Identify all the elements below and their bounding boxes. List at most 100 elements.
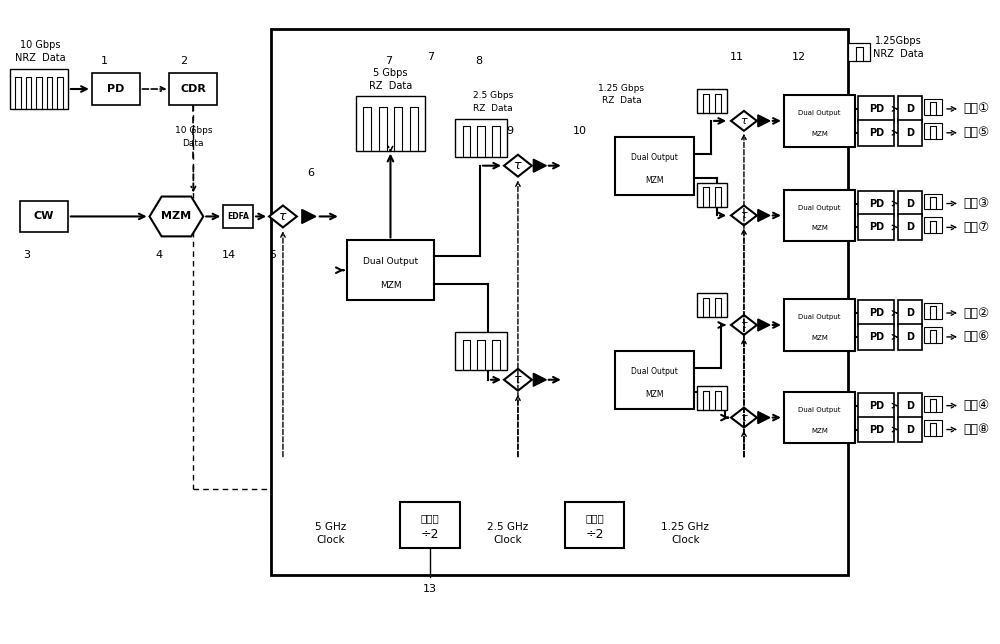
Bar (898, 324, 922, 350)
Bar (848, 43, 870, 61)
Text: ÷2: ÷2 (585, 527, 604, 540)
Text: $\tau$: $\tau$ (740, 116, 748, 126)
Polygon shape (758, 209, 770, 222)
Text: 10 Gbps: 10 Gbps (175, 126, 212, 135)
Bar (400, 502, 460, 548)
Text: Dual Output: Dual Output (631, 153, 678, 162)
Text: MZM: MZM (811, 428, 828, 433)
Text: Dual Output: Dual Output (798, 314, 841, 320)
Polygon shape (758, 319, 770, 331)
Bar (858, 393, 894, 419)
Text: 13: 13 (423, 584, 437, 594)
Bar (924, 395, 942, 412)
Bar (898, 214, 922, 240)
Text: PD: PD (869, 332, 884, 342)
Text: CW: CW (34, 211, 54, 222)
Text: 1.25 GHz: 1.25 GHz (661, 522, 709, 532)
Text: 5 GHz: 5 GHz (315, 522, 346, 532)
Bar (858, 300, 894, 326)
Text: Dual Output: Dual Output (798, 407, 841, 413)
Text: Dual Output: Dual Output (798, 205, 841, 211)
Text: 分频器: 分频器 (421, 513, 440, 523)
Text: 3: 3 (24, 251, 31, 260)
Text: 7: 7 (427, 52, 434, 62)
Bar (898, 191, 922, 216)
Bar (565, 502, 624, 548)
Bar (924, 218, 942, 233)
Text: $\tau$: $\tau$ (513, 159, 523, 172)
Text: PD: PD (869, 198, 884, 209)
Text: 7: 7 (385, 56, 392, 66)
Text: 信道⑦: 信道⑦ (964, 221, 990, 234)
Text: 6: 6 (307, 167, 314, 178)
Text: PD: PD (869, 308, 884, 318)
Polygon shape (731, 315, 757, 335)
Text: 信道⑤: 信道⑤ (964, 126, 990, 139)
Text: MZM: MZM (645, 176, 664, 185)
Text: Dual Output: Dual Output (798, 110, 841, 116)
Text: 12: 12 (792, 52, 806, 62)
Bar (20, 200, 68, 232)
Bar (223, 205, 253, 229)
Text: PD: PD (869, 401, 884, 411)
Text: 4: 4 (156, 251, 163, 260)
Text: PD: PD (869, 104, 884, 114)
Text: 信道⑧: 信道⑧ (964, 423, 990, 436)
Text: EDFA: EDFA (227, 212, 249, 221)
Polygon shape (731, 111, 757, 131)
Text: 信道④: 信道④ (964, 399, 990, 412)
Text: $\tau$: $\tau$ (740, 413, 748, 422)
Bar (615, 351, 694, 409)
Text: $\tau$: $\tau$ (740, 320, 748, 330)
Text: 2.5 GHz: 2.5 GHz (487, 522, 529, 532)
Bar (784, 299, 855, 351)
Polygon shape (150, 196, 203, 236)
Text: RZ  Data: RZ Data (602, 97, 641, 106)
Text: Clock: Clock (316, 535, 345, 545)
Text: PD: PD (869, 128, 884, 138)
Bar (898, 96, 922, 122)
Bar (697, 183, 727, 207)
Text: 9: 9 (506, 126, 514, 136)
Bar (924, 99, 942, 115)
Text: 信道①: 信道① (964, 102, 990, 115)
Bar (924, 327, 942, 343)
Polygon shape (533, 374, 546, 386)
Text: PD: PD (869, 424, 884, 435)
Text: NRZ  Data: NRZ Data (15, 53, 65, 63)
Text: 信道②: 信道② (964, 307, 990, 319)
Text: 10 Gbps: 10 Gbps (20, 40, 60, 50)
Bar (898, 417, 922, 442)
Text: 10: 10 (573, 126, 587, 136)
Bar (92, 73, 140, 105)
Bar (858, 191, 894, 216)
Bar (858, 417, 894, 442)
Bar (924, 194, 942, 209)
Text: 8: 8 (476, 56, 483, 66)
Text: Data: Data (183, 139, 204, 148)
Bar (347, 240, 434, 300)
Text: 分频器: 分频器 (585, 513, 604, 523)
Bar (455, 119, 507, 156)
Polygon shape (731, 205, 757, 225)
Bar (615, 137, 694, 194)
Text: 5 Gbps: 5 Gbps (373, 68, 408, 78)
Text: 2.5 Gbps: 2.5 Gbps (473, 91, 513, 100)
Text: Dual Output: Dual Output (363, 257, 418, 266)
Text: Clock: Clock (671, 535, 700, 545)
Polygon shape (758, 412, 770, 424)
Text: ÷2: ÷2 (421, 527, 440, 540)
Text: RZ  Data: RZ Data (369, 81, 412, 91)
Text: D: D (906, 424, 914, 435)
Bar (697, 386, 727, 410)
Text: 信道⑥: 信道⑥ (964, 330, 990, 343)
Bar (455, 332, 507, 370)
Bar (169, 73, 217, 105)
Text: 1.25 Gbps: 1.25 Gbps (598, 84, 644, 93)
Text: MZM: MZM (380, 281, 401, 290)
Polygon shape (504, 155, 532, 176)
Text: 11: 11 (730, 52, 744, 62)
Text: D: D (906, 401, 914, 411)
Text: MZM: MZM (811, 131, 828, 137)
Bar (924, 303, 942, 319)
